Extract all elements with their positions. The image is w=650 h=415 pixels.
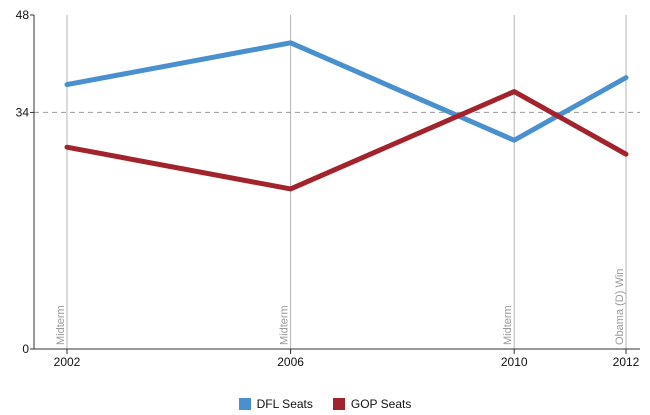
series-line-0 [64,40,629,143]
legend-swatch-dfl [238,398,251,410]
y-tick-label-34: 34 [16,105,30,119]
x-tick-label-2006: 2006 [277,355,304,369]
annotations: Midterm Midterm Midterm Obama (D) Win [55,269,626,345]
annotation-1: Midterm [279,305,291,345]
legend-item-gop[interactable]: GOP Seats [332,397,412,411]
series-lines [64,40,629,192]
series-line-1 [64,89,629,192]
legend-swatch-gop [332,398,345,410]
annotation-0: Midterm [55,305,67,345]
gridlines [66,15,627,349]
legend-item-dfl[interactable]: DFL Seats [238,397,313,411]
x-tick-label-2012: 2012 [613,355,640,369]
y-tick-label-48: 48 [16,8,30,22]
x-tick-label-2010: 2010 [501,355,528,369]
annotation-2: Midterm [502,305,514,345]
x-tick-label-2002: 2002 [54,355,81,369]
legend: DFL Seats GOP Seats [0,397,650,411]
annotation-3: Obama (D) Win [614,269,626,345]
legend-label-gop: GOP Seats [350,397,412,411]
legend-label-dfl: DFL Seats [256,397,313,411]
axes: 0 34 48 2002 2006 2010 2012 [16,8,640,369]
y-tick-label-0: 0 [22,342,29,356]
